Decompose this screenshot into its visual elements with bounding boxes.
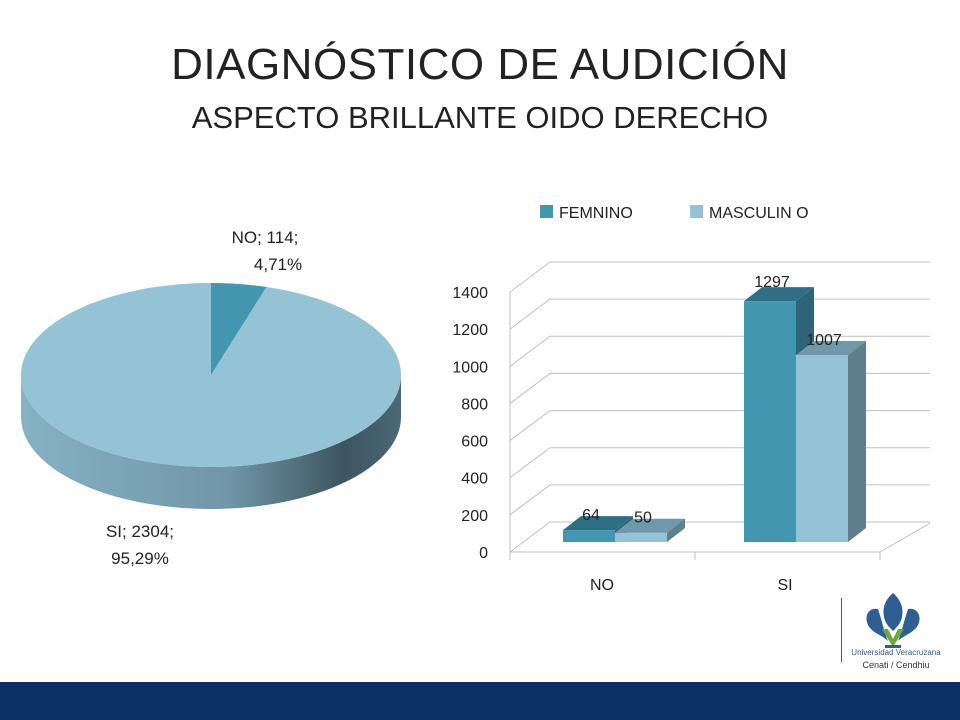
legend-label-0: FEMNINO [559,205,633,222]
pie-side-wall [21,375,401,509]
pie-label-si-line1: SI; 2304; [106,522,174,541]
page-subtitle: ASPECTO BRILLANTE OIDO DERECHO [191,100,769,135]
bar-ytick-label: 800 [461,396,488,413]
bar-ytick-label: 400 [461,471,488,488]
bar-value-label: 1007 [806,332,842,349]
pie-label-no-line2: 4,71% [254,255,302,274]
pie-slice-si [21,283,402,467]
bar-ytick-label: 600 [461,434,488,451]
bar-gridline [509,410,930,441]
bar-floor-right [879,522,930,553]
legend-swatch-0 [540,205,553,218]
bar-no-series0 [563,530,615,542]
bar-si-series1 [796,354,848,542]
university-logo-icon [866,593,920,648]
bar-top-no-series1 [615,518,685,533]
bar-gridline [509,372,930,404]
bar-gridline [509,261,930,293]
legend-swatch-1 [690,205,703,218]
bar-ytick-label: 0 [479,545,488,562]
legend-label-1: MASCULIN O [709,205,809,222]
pie-slice-no [211,283,267,375]
bar-ytick-label: 200 [461,508,488,525]
bar-gridline [509,447,930,479]
bar-ytick-label: 1000 [452,359,488,376]
bar-xtick-label: SI [777,577,792,594]
footer-bar [0,682,960,720]
bar-gridline [509,484,930,516]
bar-si-series0 [744,301,796,542]
bar-gridline [509,335,930,367]
pie-label-no-line1: NO; 114; [232,228,299,247]
bar-value-label: 1297 [754,274,790,291]
bar-value-label: 50 [634,510,652,527]
pie-label-si-line2: 95,29% [111,549,169,568]
bar-top-si-series1 [796,340,866,355]
bar-side-si-series1 [848,340,866,542]
bar-chart: 0 200 400 600 800 1000 1200 1400 64 50 NO 1297 1007 S… [452,205,930,594]
bar-side-no-series1 [667,518,685,542]
logo-department: Cenati / Cendhiu [862,660,930,670]
page-title: DIAGNÓSTICO DE AUDICIÓN [171,40,789,89]
bar-ytick-label: 1400 [452,285,488,302]
pie-chart: NO; 114; 4,71% SI; 2304; 95,29% [21,228,402,568]
logo-university-name: Universidad Veracruzana [851,648,941,657]
logo-divider [841,598,842,662]
bar-xtick-label: NO [590,577,614,594]
bar-top-no-series0 [563,516,633,531]
bar-ytick-label: 1200 [452,322,488,339]
bar-value-label: 64 [582,507,600,524]
bar-no-series1 [615,532,667,542]
bar-top-si-series0 [744,287,814,302]
bar-gridline [509,298,930,330]
